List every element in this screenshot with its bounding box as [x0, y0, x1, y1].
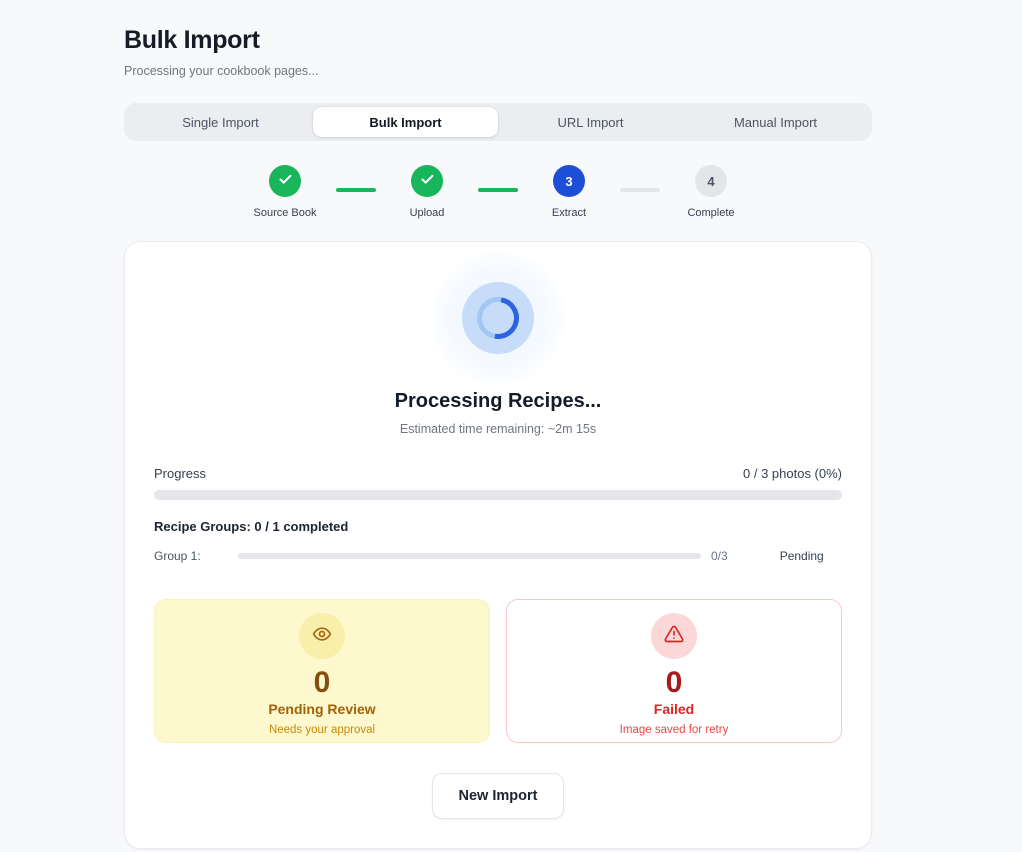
progress-label: Progress	[154, 466, 207, 481]
pending-review-card: 0 Pending Review Needs your approval	[154, 599, 490, 743]
page-subtitle: Processing your cookbook pages...	[124, 64, 319, 78]
step-extract: 3 Extract	[533, 165, 605, 219]
pending-subtitle: Needs your approval	[268, 724, 376, 736]
group-progress-bar	[238, 553, 701, 559]
pending-count: 0	[313, 666, 331, 699]
step-connector	[620, 188, 660, 192]
processing-card: Processing Recipes... Estimated time rem…	[124, 241, 872, 849]
tab-single-import[interactable]: Single Import	[182, 114, 259, 130]
step-number: 3	[565, 173, 573, 189]
processing-eta: Estimated time remaining: ~2m 15s	[399, 422, 597, 436]
step-complete: 4 Complete	[675, 165, 747, 219]
failed-card: 0 Failed Image saved for retry	[506, 599, 842, 743]
bulk-import-page: Bulk Import Processing your cookbook pag…	[124, 0, 872, 849]
group-status-badge: Pending	[779, 549, 824, 563]
tab-manual-import[interactable]: Manual Import	[733, 114, 818, 130]
group-count: 0/3	[711, 549, 728, 563]
spinner-icon	[468, 288, 528, 348]
processing-spinner-glow	[430, 250, 566, 386]
page-title: Bulk Import	[124, 26, 260, 54]
failed-icon-circle	[651, 613, 697, 659]
step-complete-indicator: 4	[695, 165, 727, 197]
failed-subtitle: Image saved for retry	[619, 724, 729, 736]
pending-title: Pending Review	[268, 701, 376, 717]
step-label: Complete	[687, 207, 735, 219]
group-progress-row: Group 1: 0/3 Pending	[154, 549, 842, 563]
import-stepper: Source Book Upload 3 Extract 4 Complete	[124, 165, 872, 219]
pending-icon-circle	[299, 613, 345, 659]
processing-heading: Processing Recipes...	[394, 390, 602, 412]
check-icon	[420, 172, 435, 190]
step-label: Upload	[409, 207, 445, 219]
new-import-button[interactable]: New Import	[431, 773, 565, 819]
step-source-book: Source Book	[249, 165, 321, 219]
stats-row: 0 Pending Review Needs your approval 0 F…	[154, 599, 842, 743]
card-actions: New Import	[154, 773, 842, 819]
step-connector	[336, 188, 376, 192]
processing-spinner-disc	[462, 282, 534, 354]
failed-title: Failed	[653, 701, 695, 717]
overall-progress-bar	[154, 490, 842, 500]
group-label: Group 1:	[154, 549, 201, 563]
step-upload-indicator	[411, 165, 443, 197]
overall-progress-labels: Progress 0 / 3 photos (0%)	[154, 466, 842, 481]
step-source-book-indicator	[269, 165, 301, 197]
import-mode-tabs: Single Import Bulk Import URL Import Man…	[124, 103, 872, 141]
tab-bulk-import[interactable]: Bulk Import	[313, 107, 498, 137]
recipe-groups-heading: Recipe Groups: 0 / 1 completed	[154, 519, 349, 534]
step-label: Source Book	[253, 207, 317, 219]
tab-url-import[interactable]: URL Import	[557, 114, 624, 130]
step-extract-indicator: 3	[553, 165, 585, 197]
progress-value: 0 / 3 photos (0%)	[743, 466, 842, 481]
check-icon	[278, 172, 293, 190]
step-upload: Upload	[391, 165, 463, 219]
failed-count: 0	[665, 666, 683, 699]
step-number: 4	[707, 173, 715, 189]
eye-icon	[312, 624, 332, 649]
step-label: Extract	[551, 207, 587, 219]
warning-triangle-icon	[664, 624, 684, 649]
step-connector	[478, 188, 518, 192]
